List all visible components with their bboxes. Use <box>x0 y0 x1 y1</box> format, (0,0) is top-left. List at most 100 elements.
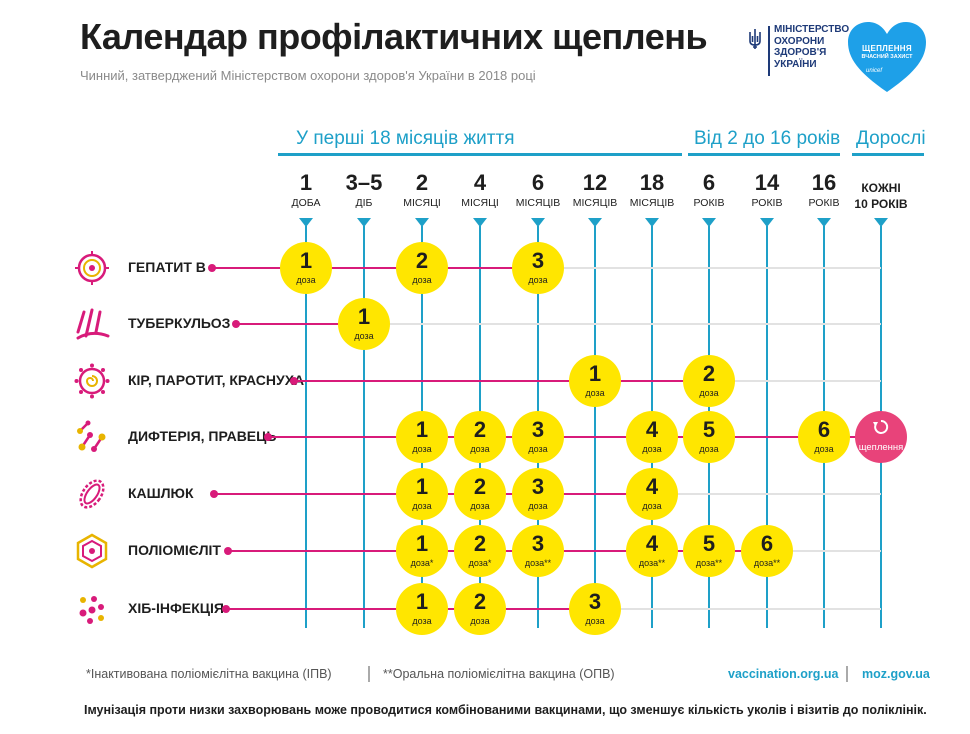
column-marker <box>817 218 831 227</box>
dose-bubble: 5 доза** <box>683 525 735 577</box>
dose-bubble: 1 доза <box>396 583 448 635</box>
dose-number: 2 <box>473 589 487 614</box>
dose-label: доза <box>585 616 605 626</box>
column-line <box>594 226 596 628</box>
dose-bubble: 2 доза <box>454 468 506 520</box>
group-label-adults: Дорослі <box>856 128 926 149</box>
dose-number: 1 <box>415 589 429 614</box>
dose-label: доза <box>642 444 662 454</box>
dose-number: 4 <box>645 531 659 556</box>
dose-bubble: 3 доза <box>512 468 564 520</box>
row-label-хіб-інфекція: ХІБ-інфекція <box>128 600 224 616</box>
column-age-unit: місяців <box>515 197 561 209</box>
unicef-logo: unicef <box>866 68 883 74</box>
dose-label: доза <box>528 501 548 511</box>
dose-bubble: 1 доза <box>569 355 621 407</box>
row-label-поліомієліт: Поліомієліт <box>128 542 221 558</box>
dose-bubble: 6 доза** <box>741 525 793 577</box>
column-age-number: 6 <box>702 170 716 195</box>
column-age-number: 1 <box>299 170 313 195</box>
row-start-dot <box>222 605 230 613</box>
dose-bubble: 3 доза <box>569 583 621 635</box>
column-marker <box>415 218 429 227</box>
column-age-number: 3–5 <box>345 170 383 195</box>
hepatitis-icon <box>75 251 109 285</box>
booster-label: щеплення <box>858 442 904 453</box>
column-adult-interval: КОЖНІ 10 РОКІВ <box>854 181 908 211</box>
polio-icon <box>76 533 108 569</box>
dose-bubble: 6 доза <box>798 411 850 463</box>
row-start-dot <box>224 547 232 555</box>
dose-label: доза <box>528 444 548 454</box>
repeat-icon <box>873 419 889 434</box>
dose-number: 2 <box>473 474 487 499</box>
dose-label: доза <box>470 444 490 454</box>
bottom-note: Імунізація проти низки захворювань може … <box>84 703 927 717</box>
dose-bubble: 1 доза* <box>396 525 448 577</box>
footnote-divider <box>368 666 370 682</box>
dose-bubble: 1 доза <box>396 468 448 520</box>
dose-bubble: 4 доза** <box>626 525 678 577</box>
row-label-кашлюк: Кашлюк <box>128 485 194 501</box>
dose-number: 2 <box>473 531 487 556</box>
row-start-dot <box>232 320 240 328</box>
heart-logo: ЩЕПЛЕННЯ ВЧАСНИЙ ЗАХИСТ unicef <box>848 22 926 94</box>
dose-number: 3 <box>531 248 545 273</box>
dose-number: 2 <box>473 417 487 442</box>
dose-bubble: 1 доза <box>338 298 390 350</box>
row-timeline <box>236 323 364 325</box>
column-line <box>766 226 768 628</box>
column-age-number: 4 <box>473 170 487 195</box>
dose-label: доза <box>412 275 432 285</box>
column-marker <box>645 218 659 227</box>
vaccination-link[interactable]: vaccination.org.ua <box>728 667 839 681</box>
column-age-number: 16 <box>811 170 837 195</box>
dose-label: доза <box>412 444 432 454</box>
dose-bubble: 2 доза* <box>454 525 506 577</box>
dose-bubble: 3 доза** <box>512 525 564 577</box>
row-label-дифтерія-правець: Дифтерія, правець <box>128 428 277 444</box>
dose-label: доза <box>470 616 490 626</box>
column-line <box>363 226 365 628</box>
column-marker <box>702 218 716 227</box>
row-gridline <box>236 323 881 325</box>
dose-number: 5 <box>702 531 716 556</box>
column-age-number: 12 <box>582 170 608 195</box>
dose-number: 3 <box>531 417 545 442</box>
row-timeline <box>212 267 538 269</box>
column-age-number: 14 <box>754 170 780 195</box>
dose-number: 2 <box>702 361 716 386</box>
heart-logo-subtitle: ВЧАСНИЙ ЗАХИСТ <box>861 54 913 60</box>
diphtheria-icon <box>77 420 106 452</box>
dose-number: 2 <box>415 248 429 273</box>
column-age-unit: років <box>751 197 783 209</box>
group-line-infants <box>278 153 682 156</box>
row-start-dot <box>208 264 216 272</box>
footnote-opv: **Оральна поліомієлітна вакцина (ОПВ) <box>383 667 615 681</box>
dose-bubble: 2 доза <box>454 583 506 635</box>
hib-icon <box>79 596 104 624</box>
column-age-unit: місяців <box>629 197 675 209</box>
dose-bubble: 2 доза <box>454 411 506 463</box>
column-line <box>305 226 307 628</box>
column-age-number: 18 <box>639 170 665 195</box>
dose-label: доза <box>814 444 834 454</box>
links-divider <box>846 666 848 682</box>
column-marker <box>473 218 487 227</box>
row-start-dot <box>210 490 218 498</box>
dose-number: 1 <box>357 304 371 329</box>
dose-number: 4 <box>645 417 659 442</box>
moz-link[interactable]: moz.gov.ua <box>862 667 930 681</box>
column-marker <box>299 218 313 227</box>
column-marker <box>874 218 888 227</box>
dose-bubble: 2 доза <box>683 355 735 407</box>
group-label-children: Від 2 до 16 років <box>694 128 841 149</box>
dose-bubble: 3 доза <box>512 242 564 294</box>
row-label-гепатит-в: Гепатит В <box>128 259 206 275</box>
dose-bubble: 1 доза <box>396 411 448 463</box>
dose-label: доза <box>699 444 719 454</box>
column-marker <box>357 218 371 227</box>
column-age-unit: місяці <box>461 197 499 209</box>
dose-label: доза <box>528 275 548 285</box>
